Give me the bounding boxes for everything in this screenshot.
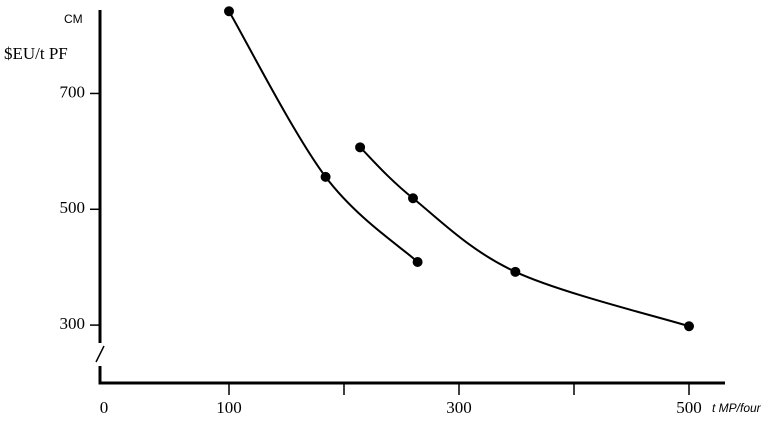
data-point (320, 171, 331, 182)
y-tick-label: 300 (60, 314, 86, 333)
x-axis-label: t MP/four (712, 401, 762, 415)
axis-break (95, 345, 105, 363)
data-point (510, 266, 521, 277)
y-tick-label: 700 (60, 82, 86, 101)
x-tick-label: 100 (216, 398, 242, 417)
series-line (228, 10, 419, 263)
data-point (684, 321, 694, 332)
data-point (412, 256, 423, 267)
x-tick-label: 300 (446, 398, 472, 417)
series-line (359, 146, 690, 328)
y-axis-label: $EU/t PF (4, 44, 68, 63)
y-tick-label: 500 (60, 198, 86, 217)
x-tick-label: 500 (676, 398, 702, 417)
data-point (355, 142, 366, 153)
data-point (408, 193, 418, 204)
top-label: CM (64, 12, 83, 26)
x-tick-label: 0 (100, 398, 109, 417)
data-point (224, 6, 234, 17)
